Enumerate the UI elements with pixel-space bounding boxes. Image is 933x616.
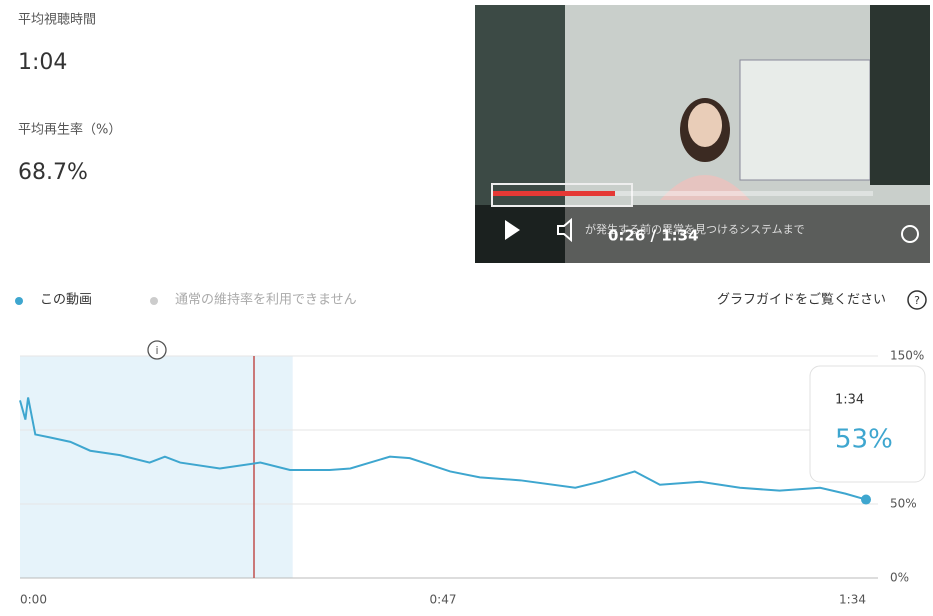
shelf bbox=[870, 5, 930, 185]
panel bbox=[739, 59, 871, 181]
highlight-region bbox=[20, 356, 293, 578]
y-tick-label: 50% bbox=[890, 497, 917, 511]
person-face bbox=[688, 103, 722, 147]
stat-value: 68.7% bbox=[18, 160, 88, 185]
info-glyph: i bbox=[155, 344, 158, 357]
controls-bg bbox=[475, 205, 930, 263]
stat-label: 平均視聴時間 bbox=[18, 13, 96, 28]
stat-label: 平均再生率（%） bbox=[18, 122, 121, 138]
guide-link[interactable]: グラフガイドをご覧ください bbox=[717, 292, 886, 308]
settings-button[interactable] bbox=[901, 225, 919, 243]
person-body bbox=[660, 175, 750, 200]
legend-label: この動画 bbox=[40, 293, 92, 308]
x-tick-label: 1:34 bbox=[839, 593, 866, 607]
tooltip-box bbox=[809, 365, 926, 483]
progress-fill bbox=[493, 191, 615, 196]
end-point bbox=[861, 494, 871, 505]
help-glyph: ? bbox=[914, 294, 920, 307]
legend-dot bbox=[15, 297, 23, 305]
play-button[interactable] bbox=[505, 220, 520, 240]
x-tick-label: 0:47 bbox=[430, 593, 457, 607]
progress-focus bbox=[491, 183, 633, 207]
help-icon[interactable] bbox=[907, 290, 927, 310]
tooltip: 1:34 53% bbox=[809, 365, 926, 483]
legend-dot bbox=[150, 297, 158, 305]
tooltip-time: 1:34 bbox=[835, 393, 864, 408]
time-display: 0:26 / 1:34 bbox=[608, 227, 699, 245]
x-tick-label: 0:00 bbox=[20, 593, 47, 607]
tooltip-value: 53% bbox=[835, 425, 893, 455]
volume-button[interactable] bbox=[557, 217, 572, 243]
y-tick-label: 150% bbox=[890, 349, 924, 363]
info-icon[interactable] bbox=[147, 340, 167, 360]
chart: 0%50%100%150%0:000:471:34 bbox=[19, 349, 924, 607]
stat-value: 1:04 bbox=[18, 50, 67, 75]
y-tick-label: 0% bbox=[890, 571, 909, 585]
legend-label: 通常の維持率を利用できません bbox=[175, 292, 357, 308]
caption: が発生する前の異常を見つけるシステムまで bbox=[585, 222, 805, 236]
progress-track bbox=[493, 191, 873, 196]
series-line bbox=[19, 397, 867, 501]
video-player[interactable]: が発生する前の異常を見つけるシステムまで 0:26 / 1:34 bbox=[475, 5, 930, 263]
